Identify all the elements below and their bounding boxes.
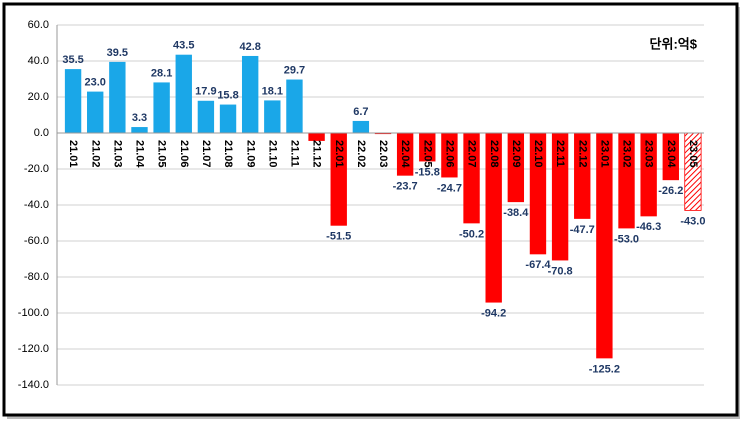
y-tick-label: -20.0 <box>24 163 49 175</box>
y-tick-label: -140.0 <box>18 379 49 391</box>
value-label: -125.2 <box>589 363 620 375</box>
x-tick-label: 22.04 <box>399 140 411 168</box>
bar <box>64 69 82 133</box>
bar <box>662 133 679 181</box>
value-label: 28.1 <box>151 67 172 79</box>
value-label: 42.8 <box>239 41 260 53</box>
bar <box>574 133 591 219</box>
y-tick-label: -80.0 <box>24 271 49 283</box>
bar <box>131 127 148 133</box>
value-label: 6.7 <box>353 106 368 118</box>
value-label: -46.3 <box>636 221 661 233</box>
bar <box>374 133 392 135</box>
x-tick-label: 23.02 <box>621 140 633 168</box>
x-tick-label: 22.10 <box>532 140 544 168</box>
bar <box>153 82 170 133</box>
unit-annotation: 단위:억$ <box>650 36 698 51</box>
x-tick-label: 22.06 <box>444 140 456 168</box>
bar <box>551 133 569 261</box>
bar <box>219 104 237 133</box>
y-tick-label: -40.0 <box>24 199 49 211</box>
x-tick-label: 23.01 <box>598 140 610 168</box>
bar <box>640 133 657 217</box>
x-tick-label: 21.08 <box>222 140 234 168</box>
bar <box>308 133 325 141</box>
bar <box>396 133 414 176</box>
x-tick-label: 21.11 <box>289 140 301 167</box>
bar <box>286 79 303 133</box>
x-tick-label: 22.12 <box>576 140 588 168</box>
bar <box>507 133 525 203</box>
value-label: 23.0 <box>84 77 105 89</box>
value-label: -94.2 <box>481 307 506 319</box>
bar <box>175 54 192 134</box>
value-label: 39.5 <box>107 47 128 59</box>
value-label: -38.4 <box>503 207 529 219</box>
x-tick-label: 21.03 <box>111 140 123 168</box>
bar <box>529 133 547 255</box>
x-tick-label: 23.03 <box>643 140 655 168</box>
value-label: 35.5 <box>62 54 83 66</box>
value-label: 18.1 <box>262 85 283 97</box>
value-label: -50.2 <box>459 228 484 240</box>
bar <box>596 133 613 359</box>
y-tick-label: 20.0 <box>28 91 49 103</box>
value-label: -70.8 <box>548 265 573 277</box>
bar <box>419 133 436 162</box>
value-label: -67.4 <box>525 259 551 271</box>
y-tick-label: -60.0 <box>24 235 49 247</box>
x-tick-label: 21.02 <box>89 140 101 168</box>
value-label: 3.3 <box>132 112 147 124</box>
bar <box>109 61 126 133</box>
x-tick-label: 22.02 <box>355 140 367 168</box>
bar <box>330 133 347 226</box>
x-tick-label: 22.03 <box>377 140 389 168</box>
x-tick-label: 22.07 <box>466 140 478 168</box>
value-label: -51.5 <box>326 231 351 243</box>
value-label: -24.7 <box>437 182 462 194</box>
x-tick-label: 21.01 <box>67 140 79 168</box>
value-label: 43.5 <box>173 40 194 52</box>
x-tick-label: 22.01 <box>333 140 345 168</box>
value-label: 29.7 <box>284 64 305 76</box>
x-tick-label: 21.09 <box>244 140 256 168</box>
x-tick-label: 21.04 <box>134 140 146 168</box>
x-tick-label: 21.12 <box>311 140 323 168</box>
bar <box>441 133 458 178</box>
bar <box>197 100 215 133</box>
bar <box>241 55 259 133</box>
y-tick-label: 0.0 <box>34 127 49 139</box>
bar <box>463 133 480 224</box>
x-tick-label: 22.09 <box>510 140 522 168</box>
x-tick-label: 22.08 <box>488 140 500 168</box>
frame <box>2 2 739 417</box>
bar <box>264 100 281 133</box>
y-tick-label: -100.0 <box>18 307 49 319</box>
x-tick-label: 22.05 <box>421 140 433 168</box>
x-tick-label: 21.05 <box>156 140 168 168</box>
value-label: 15.8 <box>217 89 238 101</box>
value-label: -15.8 <box>415 166 440 178</box>
bar <box>618 133 635 229</box>
value-label: 17.9 <box>195 86 216 98</box>
value-label: -53.0 <box>614 233 639 245</box>
bar <box>485 133 502 303</box>
value-label: -26.2 <box>658 185 683 197</box>
y-tick-label: -120.0 <box>18 343 49 355</box>
x-tick-label: 21.07 <box>200 140 212 168</box>
y-tick-label: 40.0 <box>28 55 49 67</box>
y-tick-label: 60.0 <box>28 19 49 31</box>
bar <box>352 120 370 133</box>
x-tick-label: 23.05 <box>687 140 699 168</box>
x-tick-label: 23.04 <box>665 140 677 168</box>
x-tick-label: 21.10 <box>266 140 278 168</box>
bar <box>87 91 104 133</box>
x-tick-label: 22.11 <box>554 140 566 167</box>
x-tick-label: 21.06 <box>178 140 190 168</box>
value-label: -43.0 <box>680 215 705 227</box>
value-label: -47.7 <box>570 224 595 236</box>
value-label: -23.7 <box>393 181 418 193</box>
